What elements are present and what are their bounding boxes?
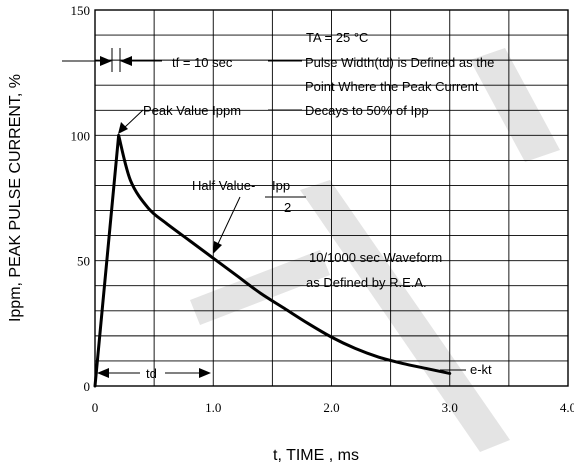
tf-arrowhead-left — [100, 56, 112, 66]
tf-arrowhead-right — [120, 56, 132, 66]
peak-arrowhead — [118, 122, 128, 134]
x-tick-label: 3.0 — [442, 400, 458, 415]
x-tick-labels: 0 1.0 2.0 3.0 4.0 — [92, 400, 574, 415]
x-tick-label: 0 — [92, 400, 99, 415]
waveform-line-1: 10/1000 sec Waveform — [309, 250, 442, 265]
tf-label: tf = 10 sec — [172, 55, 233, 70]
grid — [95, 10, 568, 386]
peak-value-label: Peak Value Ippm — [143, 103, 241, 118]
y-tick-label: 100 — [71, 128, 91, 143]
x-tick-label: 4.0 — [560, 400, 574, 415]
x-tick-label: 1.0 — [205, 400, 221, 415]
pulse-width-line-2: Point Where the Peak Current — [305, 79, 479, 94]
half-value-arrowhead — [213, 241, 222, 254]
pulse-curve — [93, 133, 452, 388]
y-axis-title: Ippm, PEAK PULSE CURRENT, % — [7, 74, 24, 322]
y-tick-label: 50 — [77, 254, 90, 269]
y-tick-label: 0 — [84, 379, 91, 394]
y-tick-label: 150 — [71, 3, 91, 18]
half-value-leader — [216, 196, 241, 247]
pulse-width-line-1: Pulse Width(td) is Defined as the — [305, 55, 494, 70]
ta-label: TA = 25 °C — [306, 30, 368, 45]
td-arrowhead-left — [97, 368, 109, 378]
half-value-label: Half Value- — [192, 178, 255, 193]
ekt-label: e-kt — [470, 362, 492, 377]
x-tick-label: 2.0 — [323, 400, 339, 415]
td-label: td — [146, 366, 157, 381]
watermark — [190, 48, 560, 452]
y-tick-labels: 0 50 100 150 — [71, 3, 91, 394]
half-value-denominator: 2 — [284, 200, 291, 215]
peak-leader — [123, 109, 144, 129]
pulse-width-line-3: Decays to 50% of Ipp — [305, 103, 429, 118]
annotation-leaders — [62, 48, 466, 378]
x-axis-title: t, TIME , ms — [273, 447, 359, 464]
half-value-numerator: Ipp — [272, 178, 290, 193]
plot-frame — [94, 9, 569, 387]
td-arrowhead-right — [199, 368, 211, 378]
waveform-line-2: as Defined by R.E.A. — [306, 275, 427, 290]
